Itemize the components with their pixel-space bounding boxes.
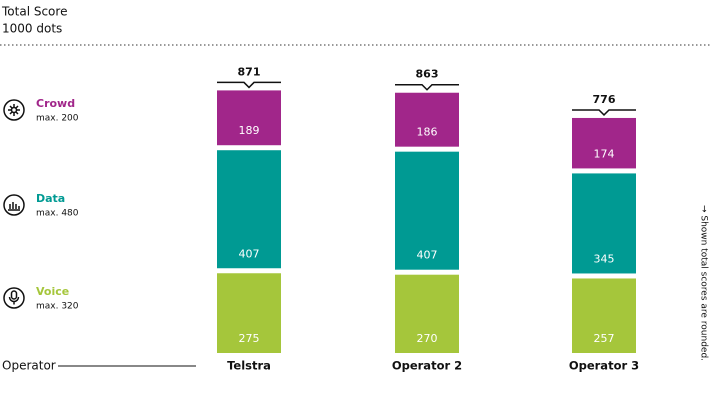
- value-label: 407: [417, 249, 438, 262]
- total-bracket: [572, 109, 636, 117]
- value-label: 407: [239, 247, 260, 260]
- bar-segment: [217, 90, 281, 146]
- total-label: 871: [238, 65, 261, 78]
- value-label: 345: [594, 252, 615, 265]
- bar-segment: [217, 150, 281, 269]
- total-bracket: [395, 83, 459, 91]
- bar-segment: [572, 278, 636, 353]
- bar-segment: [217, 273, 281, 353]
- value-label: 174: [594, 147, 615, 160]
- value-label: 186: [417, 126, 438, 139]
- value-label: 257: [594, 332, 615, 345]
- bar-segment: [572, 173, 636, 274]
- chart-title: Total Score: [1, 5, 67, 19]
- x-tick-label: Operator 3: [569, 359, 639, 373]
- legend-max: max. 200: [36, 114, 79, 124]
- x-tick-label: Operator 2: [392, 359, 462, 373]
- x-axis-label: Operator: [2, 359, 56, 373]
- x-tick-label: Telstra: [227, 359, 271, 373]
- bar-segment: [572, 117, 636, 169]
- total-label: 863: [416, 68, 439, 81]
- value-label: 270: [417, 332, 438, 345]
- footnote: → Shown total scores are rounded.: [699, 205, 709, 361]
- bar-segment: [395, 274, 459, 353]
- legend-label: Crowd: [36, 97, 75, 110]
- legend-max: max. 480: [36, 209, 79, 219]
- legend-label: Voice: [36, 285, 69, 298]
- value-label: 275: [239, 332, 260, 345]
- chart-subtitle: 1000 dots: [2, 22, 62, 36]
- bar-segment: [395, 151, 459, 270]
- legend-label: Data: [36, 192, 65, 205]
- legend-icons: [3, 99, 25, 309]
- total-bracket: [217, 81, 281, 89]
- value-label: 189: [239, 124, 260, 137]
- legend-max: max. 320: [36, 302, 79, 312]
- total-label: 776: [593, 93, 616, 106]
- bar-segment: [395, 92, 459, 147]
